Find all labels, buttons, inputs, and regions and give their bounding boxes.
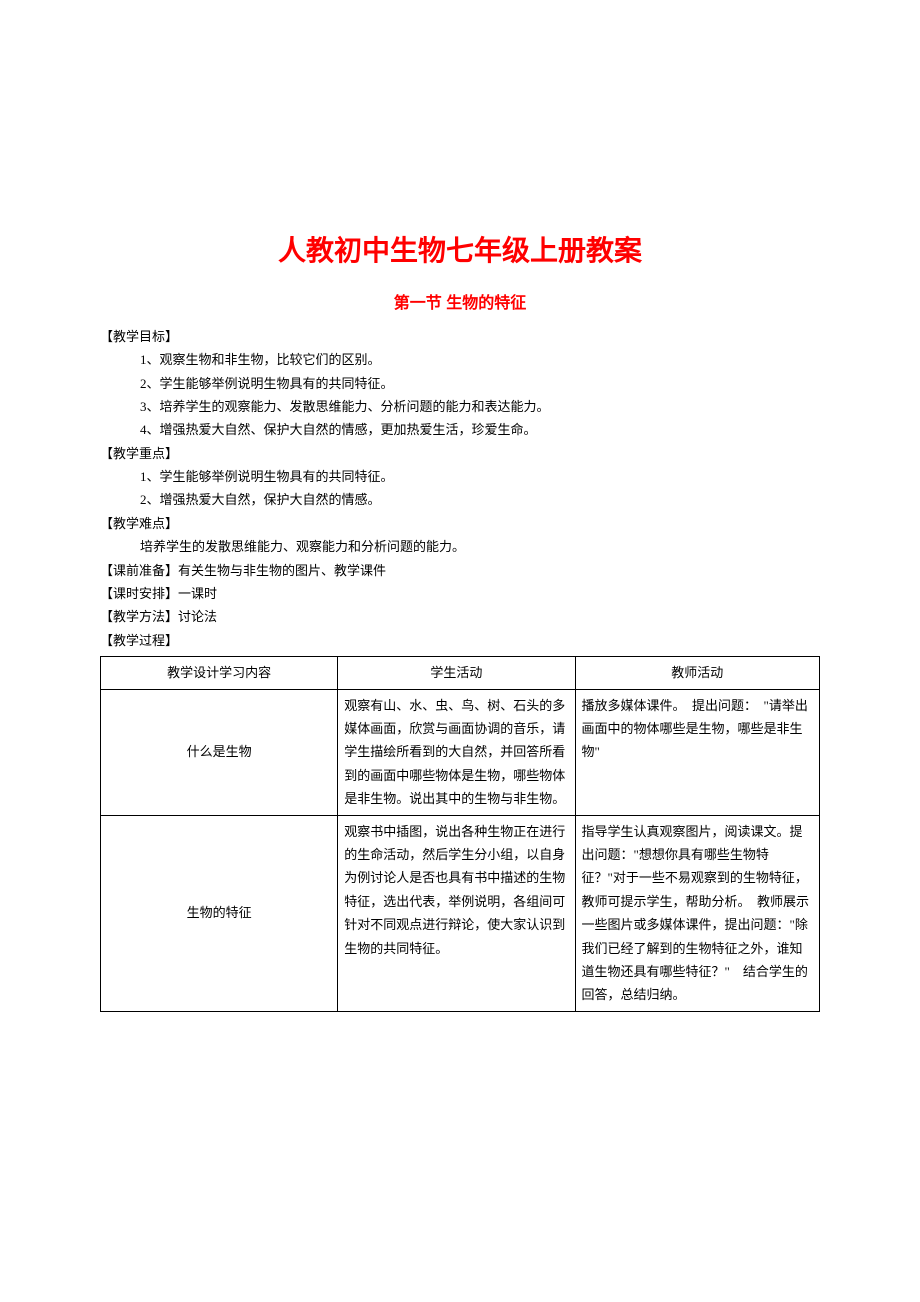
process-label: 【教学过程】 [100,629,820,652]
table-header: 教学设计学习内容 [101,657,338,689]
table-cell-topic: 生物的特征 [101,815,338,1011]
table-cell-teacher: 播放多媒体课件。 提出问题： "请举出画面中的物体哪些是生物，哪些是非生物" [575,689,819,815]
table-cell-student: 观察书中插图，说出各种生物正在进行的生命活动，然后学生分小组，以自身为例讨论人是… [338,815,575,1011]
table-row: 生物的特征 观察书中插图，说出各种生物正在进行的生命活动，然后学生分小组，以自身… [101,815,820,1011]
table-header: 教师活动 [575,657,819,689]
keypoint-item: 2、增强热爱大自然，保护大自然的情感。 [100,488,820,511]
goal-item: 2、学生能够举例说明生物具有的共同特征。 [100,372,820,395]
process-table: 教学设计学习内容 学生活动 教师活动 什么是生物 观察有山、水、虫、鸟、树、石头… [100,656,820,1011]
keypoints-label: 【教学重点】 [100,442,820,465]
keypoint-item: 1、学生能够举例说明生物具有的共同特征。 [100,465,820,488]
difficulty-content: 培养学生的发散思维能力、观察能力和分析问题的能力。 [100,535,820,558]
goal-item: 3、培养学生的观察能力、发散思维能力、分析问题的能力和表达能力。 [100,395,820,418]
sub-title: 第一节 生物的特征 [100,289,820,313]
goal-item: 1、观察生物和非生物，比较它们的区别。 [100,348,820,371]
main-title: 人教初中生物七年级上册教案 [100,229,820,269]
table-cell-student: 观察有山、水、虫、鸟、树、石头的多媒体画面，欣赏与画面协调的音乐，请学生描绘所看… [338,689,575,815]
prep-label: 【课前准备】有关生物与非生物的图片、教学课件 [100,559,820,582]
method-label: 【教学方法】讨论法 [100,605,820,628]
difficulty-label: 【教学难点】 [100,512,820,535]
table-header-row: 教学设计学习内容 学生活动 教师活动 [101,657,820,689]
table-row: 什么是生物 观察有山、水、虫、鸟、树、石头的多媒体画面，欣赏与画面协调的音乐，请… [101,689,820,815]
table-cell-topic: 什么是生物 [101,689,338,815]
table-header: 学生活动 [338,657,575,689]
goals-label: 【教学目标】 [100,325,820,348]
goal-item: 4、增强热爱大自然、保护大自然的情感，更加热爱生活，珍爱生命。 [100,418,820,441]
schedule-label: 【课时安排】一课时 [100,582,820,605]
document-page: 人教初中生物七年级上册教案 第一节 生物的特征 【教学目标】 1、观察生物和非生… [0,0,920,1112]
table-cell-teacher: 指导学生认真观察图片，阅读课文。提出问题："想想你具有哪些生物特征？"对于一些不… [575,815,819,1011]
